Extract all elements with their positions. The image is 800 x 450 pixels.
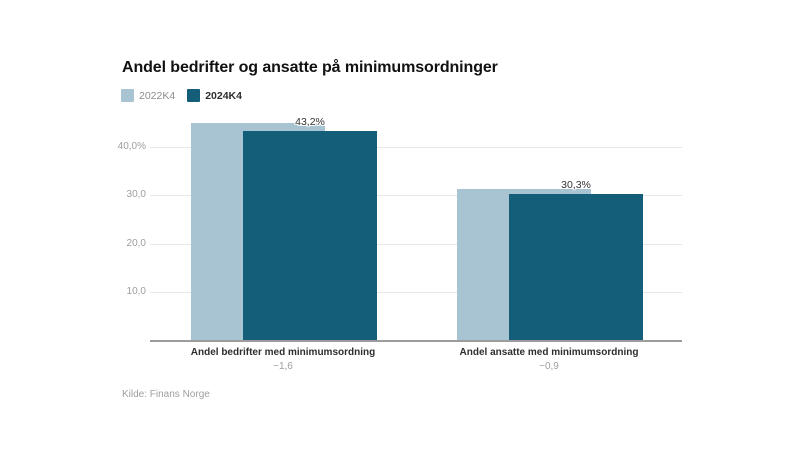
bar-2024k4-2[interactable] xyxy=(509,193,643,341)
bar-value-label: 43,2% xyxy=(295,115,325,128)
bar-value-label: 30,3% xyxy=(561,178,591,191)
legend-swatch-2024k4 xyxy=(187,89,201,102)
legend-label-2024k4: 2024K4 xyxy=(205,89,242,102)
legend-item-2022k4[interactable]: 2022K4 xyxy=(121,89,175,102)
x-axis-category-label: Andel bedrifter med minimumsordning xyxy=(190,347,376,358)
source-note: Kilde: Finans Norge xyxy=(122,389,210,400)
gridline-40 xyxy=(150,147,682,148)
legend-label-2022k4: 2022K4 xyxy=(139,89,176,102)
legend-item-2024k4[interactable]: 2024K4 xyxy=(187,89,242,102)
legend-swatch-2022k4 xyxy=(121,89,134,102)
bar-2024k4-1[interactable] xyxy=(243,130,377,341)
legend: 2022K4 2024K4 xyxy=(121,89,242,102)
x-axis-line xyxy=(150,340,682,342)
y-axis-tick-label: 30,0 xyxy=(126,189,146,200)
x-axis-category-label: Andel ansatte med minimumsordning xyxy=(459,347,639,358)
x-axis-category-sublabel: −0,9 xyxy=(539,361,559,372)
y-axis-tick-label: 10,0 xyxy=(126,286,146,297)
x-axis-category-sublabel: −1,6 xyxy=(273,361,293,372)
chart-title: Andel bedrifter og ansatte på minimumsor… xyxy=(122,59,498,76)
gridline-20 xyxy=(150,244,682,245)
y-axis-tick-label: 40,0% xyxy=(117,141,146,152)
y-axis-tick-label: 20,0 xyxy=(126,238,146,249)
gridline-30 xyxy=(150,195,682,196)
gridline-10 xyxy=(150,292,682,293)
